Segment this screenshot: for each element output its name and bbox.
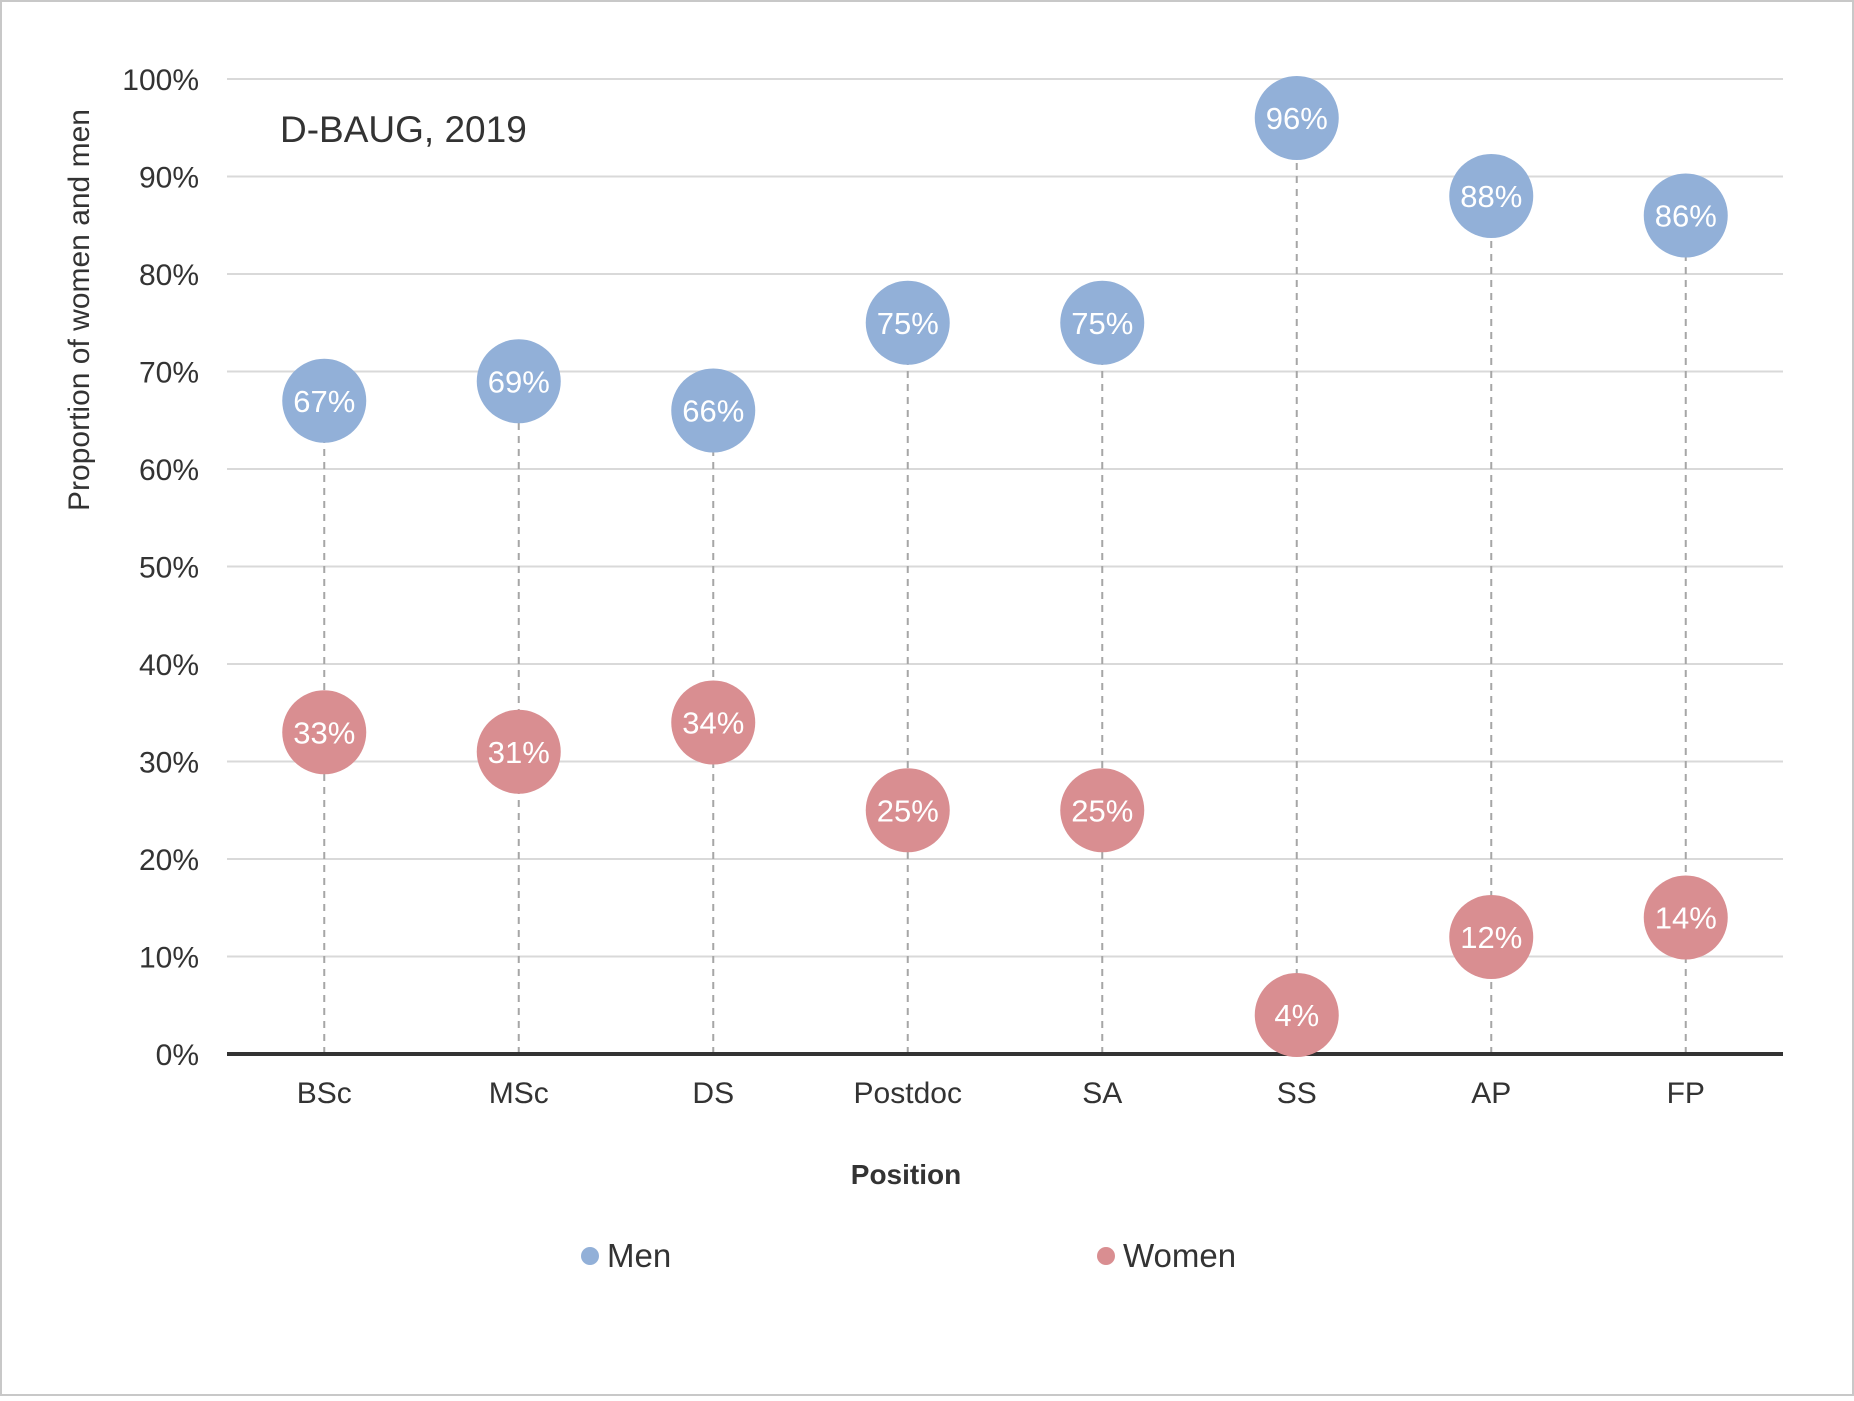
- point-label-men: 66%: [682, 394, 744, 429]
- point-label-women: 34%: [682, 706, 744, 741]
- point-label-women: 25%: [877, 793, 939, 828]
- x-tick-label: DS: [692, 1077, 734, 1110]
- point-label-men: 86%: [1655, 199, 1717, 234]
- x-tick-label: SA: [1082, 1077, 1122, 1110]
- y-tick-label: 60%: [139, 454, 199, 487]
- y-tick-label: 20%: [139, 844, 199, 877]
- point-men: [865, 280, 950, 365]
- legend-marker-women: [1097, 1247, 1115, 1265]
- point-men: [1449, 154, 1534, 238]
- x-tick-label: SS: [1277, 1077, 1317, 1110]
- point-label-women: 4%: [1274, 998, 1319, 1033]
- y-axis-title: Proportion of women and men: [63, 109, 96, 511]
- point-men: [282, 358, 367, 443]
- x-tick-label: FP: [1667, 1077, 1705, 1110]
- legend: Men Women: [581, 1237, 1236, 1274]
- point-label-women: 14%: [1655, 901, 1717, 936]
- point-men: [1254, 76, 1339, 160]
- y-tick-label: 40%: [139, 649, 199, 682]
- point-women: [1060, 768, 1145, 853]
- point-women: [671, 680, 756, 765]
- x-tick-label: Postdoc: [854, 1077, 962, 1110]
- x-tick-labels: BSc MSc DS Postdoc SA SS AP FP: [297, 1077, 1705, 1110]
- x-tick-label: AP: [1471, 1077, 1511, 1110]
- legend-label-men: Men: [607, 1237, 671, 1274]
- point-men: [1643, 173, 1728, 258]
- y-tick-label: 10%: [139, 942, 199, 975]
- chart-subtitle: D-BAUG, 2019: [280, 109, 527, 150]
- point-label-men: 88%: [1460, 179, 1522, 214]
- point-label-men: 96%: [1266, 101, 1328, 136]
- point-women: [282, 690, 367, 775]
- y-tick-label: 90%: [139, 162, 199, 195]
- y-tick-label: 70%: [139, 357, 199, 390]
- point-label-men: 75%: [1071, 306, 1133, 341]
- data-points: 67% 69% 66% 75% 75% 96% 88% 86% 33% 31% 34% 25% 25% 4…: [282, 76, 1728, 1057]
- point-label-women: 33%: [293, 715, 355, 750]
- point-label-women: 12%: [1460, 920, 1522, 955]
- point-women: [476, 709, 561, 794]
- point-label-women: 25%: [1071, 793, 1133, 828]
- point-men: [476, 339, 561, 424]
- y-tick-label: 50%: [139, 552, 199, 585]
- x-tick-label: BSc: [297, 1077, 352, 1110]
- point-women: [1643, 875, 1728, 960]
- point-men: [671, 368, 756, 453]
- point-label-women: 31%: [488, 735, 550, 770]
- x-tick-label: MSc: [489, 1077, 549, 1110]
- point-women: [1254, 973, 1339, 1057]
- point-women: [1449, 895, 1534, 979]
- point-women: [865, 768, 950, 853]
- y-tick-label: 100%: [122, 64, 199, 97]
- x-axis-title: Position: [851, 1159, 961, 1190]
- point-men: [1060, 280, 1145, 365]
- y-tick-label: 0%: [156, 1039, 199, 1072]
- point-label-men: 75%: [877, 306, 939, 341]
- y-tick-labels: 0% 10% 20% 30% 40% 50% 60% 70% 80% 90% 100%: [122, 64, 199, 1072]
- y-tick-label: 80%: [139, 259, 199, 292]
- legend-label-women: Women: [1123, 1237, 1236, 1274]
- point-label-men: 67%: [293, 384, 355, 419]
- point-label-men: 69%: [488, 364, 550, 399]
- y-tick-label: 30%: [139, 747, 199, 780]
- legend-marker-men: [581, 1247, 599, 1265]
